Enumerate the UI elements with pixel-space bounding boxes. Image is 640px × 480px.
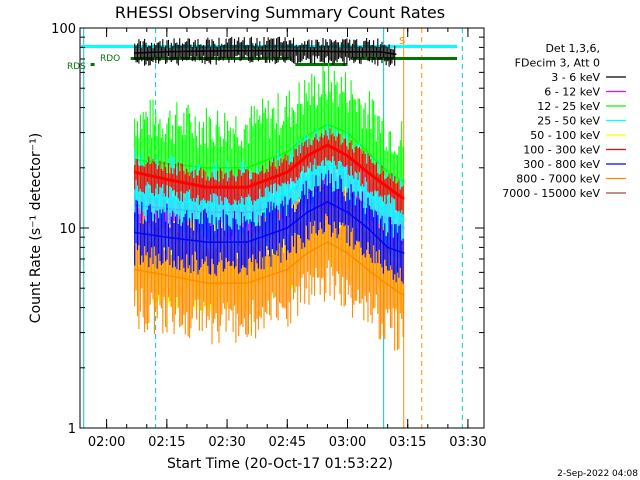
legend-entry-label: 7000 - 15000 keV [502,187,600,200]
attenuator-state-bar [81,45,457,48]
data-point [166,51,168,53]
legend-entry-label: 12 - 25 keV [537,100,600,113]
data-point [366,191,369,194]
data-series-group [133,36,405,351]
series-band [134,184,404,351]
legend-entry-label: 6 - 12 keV [544,86,600,99]
x-tick-label: 02:45 [269,435,306,450]
data-point [386,211,389,213]
x-tick-label: 02:00 [88,435,125,450]
data-point [366,171,369,174]
data-point [246,186,248,188]
data-point [226,49,228,52]
data-point [394,53,397,55]
data-point [246,241,248,243]
data-point [286,227,289,229]
y-axis-label: Count Rate (s⁻¹ detector⁻¹) [28,133,44,323]
data-point [246,282,248,284]
data-point [366,151,369,153]
data-point [402,252,405,254]
flare-s-label: S [399,36,405,47]
data-point [386,283,389,286]
legend-entry-label: 25 - 50 keV [537,115,600,128]
state-bar [351,57,457,60]
data-point [286,171,289,174]
data-point [206,241,208,243]
data-point [166,197,168,200]
data-point [206,204,208,207]
y-tick-label: 10 [59,222,76,237]
data-point [133,52,136,54]
data-point [286,191,289,194]
data-point [206,186,208,188]
x-tick-label: 03:30 [449,435,486,450]
x-axis-label: Start Time (20-Oct-17 01:53:22) [167,456,393,472]
data-point [206,166,208,169]
legend-header-line: FDecim 3, Att 0 [515,57,600,70]
x-tick-label: 02:15 [148,435,185,450]
data-point [346,252,349,254]
data-point [306,211,309,213]
data-point [286,151,289,153]
chart-title: RHESSI Observing Summary Count Rates [115,3,445,22]
data-point [402,181,405,183]
data-point [166,178,168,181]
legend-entry-label: 800 - 7000 keV [516,173,600,186]
x-tick-label: 03:15 [389,435,426,450]
axes-group: 1 10 100 02:00 02:15 02:30 02:45 03:00 03:15 03:3… [51,22,487,450]
data-point [286,49,289,52]
data-point [366,268,369,271]
series-800-to-7000keV [133,184,405,351]
x-tick-label: 03:00 [329,435,366,450]
data-point [326,144,329,146]
data-point [286,268,289,271]
data-point [166,236,168,238]
legend-entry-label: 100 - 300 keV [523,144,600,157]
legend: Det 1,3,6, FDecim 3, Att 03 - 6 keV 6 - 12… [502,42,626,200]
data-point [133,171,136,174]
data-point [306,252,309,254]
data-point [133,231,136,234]
data-point [206,282,208,284]
series-300-to-800keV [133,170,405,284]
legend-entry-label: 3 - 6 keV [551,71,600,84]
y-tick-label: 100 [51,22,76,37]
series-100-to-300keV [133,128,405,215]
data-point [326,241,329,243]
data-point [402,218,405,221]
x-tick-label: 02:30 [208,435,245,450]
data-point [166,274,168,277]
data-point [346,51,349,53]
series-3-to-6keV [133,36,397,67]
data-point [366,227,369,229]
data-point [306,154,309,157]
data-point [402,294,405,297]
data-point [133,191,136,194]
series-band [134,170,404,284]
footer-date: 2-Sep-2022 04:08 [557,469,638,479]
data-point [378,51,381,53]
data-point [306,176,309,178]
state-bar [90,63,95,66]
state-bar [295,63,348,66]
data-point [386,246,389,249]
legend-entry-label: 50 - 100 keV [530,129,600,142]
data-point [386,186,389,188]
data-point [346,154,349,157]
data-point [246,204,248,207]
data-point [246,166,248,169]
data-point [326,162,329,165]
data-point [166,162,168,165]
data-point [402,197,405,200]
legend-header-line: Det 1,3,6, [545,42,600,55]
data-point [346,211,349,213]
rds-label: RDS [67,62,86,72]
legend-entry-label: 300 - 800 keV [523,158,600,171]
rdo-label: RDO [100,54,120,64]
y-tick-label: 1 [68,422,76,437]
data-point [133,268,136,271]
data-point [326,201,329,203]
